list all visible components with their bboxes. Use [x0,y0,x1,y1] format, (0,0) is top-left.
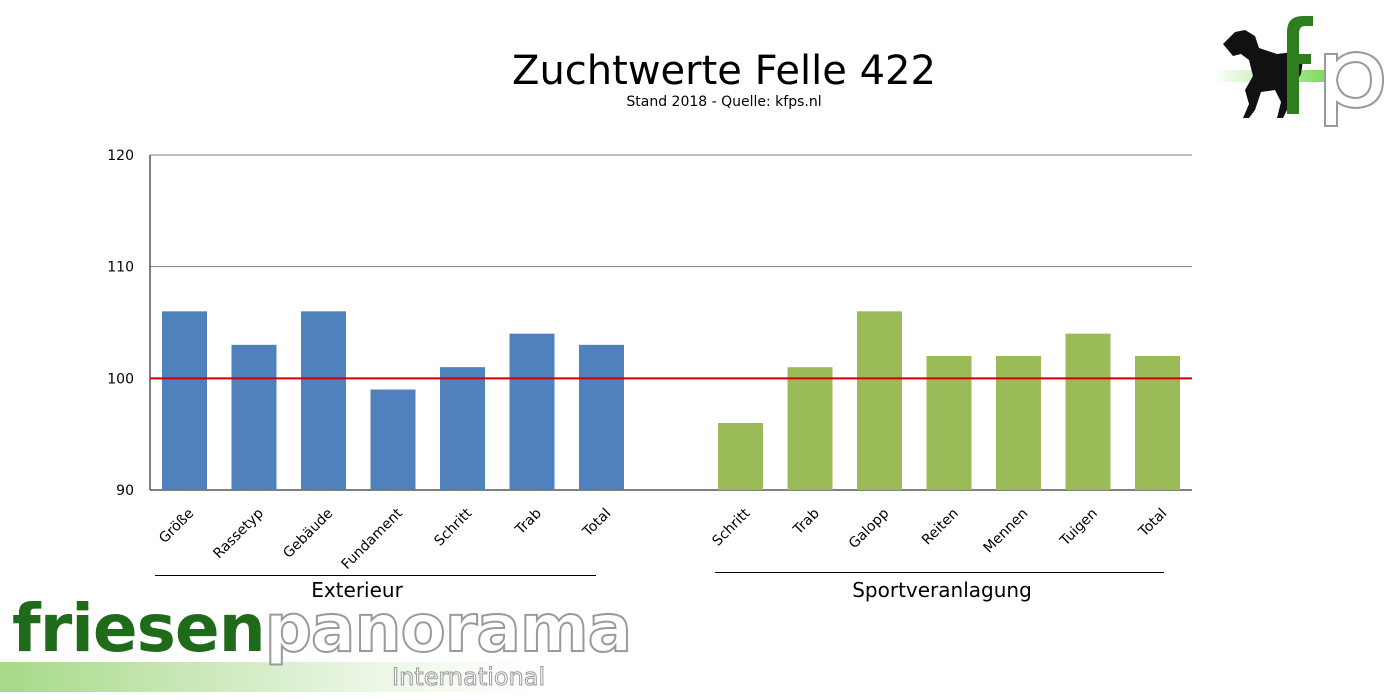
bar-exterieur-2 [231,344,277,490]
brand-subtitle: International [391,663,546,692]
x-tick-label: Schritt [431,505,475,549]
y-tick-label: 100 [107,371,134,387]
chart-title: Zuchtwerte Felle 422 [512,48,936,94]
x-tick-label: Trab [512,505,545,538]
bar-exterieur-4 [370,389,416,490]
x-tick-label: Schritt [709,505,753,549]
brand-wordmark: friesenpanorama [12,595,633,663]
brand-part2: panorama [264,590,634,667]
x-tick-label: Galopp [846,505,893,552]
bar-sport-5 [996,356,1041,490]
y-tick-label: 90 [116,483,134,499]
x-tick-label: Mennen [980,506,1031,557]
y-tick-label: 110 [107,260,134,276]
x-tick-label: Fundament [339,505,407,573]
logo-p-letter [1324,50,1385,127]
group-underline-exterieur [155,575,596,576]
chart-subtitle: Stand 2018 - Quelle: kfps.nl [626,94,822,110]
bar-exterieur-1 [162,311,207,490]
group-label-exterieur: Exterieur [311,578,403,602]
x-tick-label: Tuigen [1057,506,1101,550]
x-tick-label: Total [1135,506,1170,541]
x-tick-label: Gebäude [280,506,336,562]
logo-f-letter [1287,16,1313,114]
bar-exterieur-3 [301,311,346,490]
x-tick-label: Größe [156,506,197,547]
y-tick-label: 120 [107,148,134,164]
x-tick-label: Rassetyp [210,505,267,562]
bar-sport-1 [718,423,763,490]
x-tick-label: Reiten [919,506,962,549]
horse-icon [1223,30,1303,118]
group-underline-sportveranlagung [715,572,1164,573]
bar-exterieur-7 [579,344,624,490]
brand-stripe [0,662,540,692]
bar-sport-6 [1065,333,1111,490]
bar-sport-4 [926,356,972,490]
brand-part1: friesen [12,590,266,667]
x-tick-label: Total [579,506,614,541]
bar-sport-2 [787,367,833,490]
bar-exterieur-6 [509,333,555,490]
bar-sport-7 [1135,356,1180,490]
bar-sport-3 [857,311,902,490]
fp-logo [1215,16,1385,127]
x-tick-label: Trab [790,505,823,538]
bar-exterieur-5 [440,367,485,490]
group-label-sportveranlagung: Sportveranlagung [852,578,1032,602]
